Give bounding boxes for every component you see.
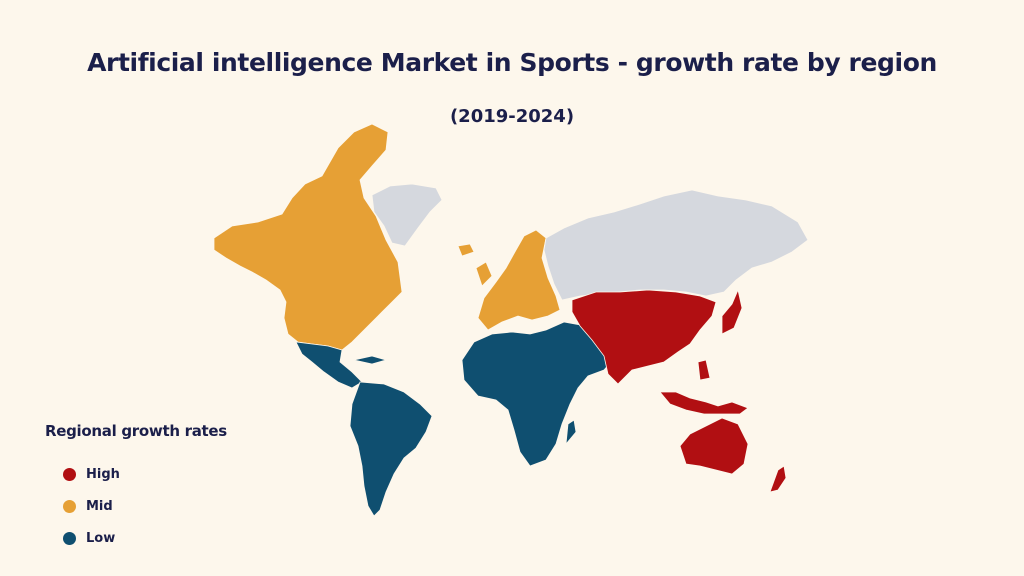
region-uk [475,261,493,287]
region-south-america [349,381,433,517]
region-russia [543,189,809,301]
region-greenland [371,183,443,247]
legend-item-low: Low [63,522,227,554]
region-central-america [295,341,363,389]
region-japan [721,288,743,335]
legend-label-high: High [86,466,120,482]
legend-item-high: High [63,458,227,490]
legend-label-low: Low [86,530,116,546]
region-north-america [213,123,403,351]
region-iceland [457,243,475,257]
legend-title: Regional growth rates [45,422,227,440]
region-philippines [697,359,711,381]
region-madagascar [565,419,577,446]
legend-swatch-mid [63,499,76,513]
page-title: Artificial intelligence Market in Sports… [87,48,937,77]
legend-item-mid: Mid [63,490,227,522]
region-australia [679,417,749,475]
legend-swatch-high [63,467,76,481]
legend-swatch-low [63,531,76,545]
region-asia [571,289,717,385]
page-subtitle: (2019-2024) [449,106,575,127]
legend-label-mid: Mid [86,498,113,514]
region-new-zealand [769,465,787,493]
region-southeast-asia [659,391,749,415]
region-middle-east-africa [461,321,617,467]
region-europe [477,229,561,331]
region-caribbean [353,355,388,365]
legend: Regional growth rates High Mid Low [45,422,227,554]
